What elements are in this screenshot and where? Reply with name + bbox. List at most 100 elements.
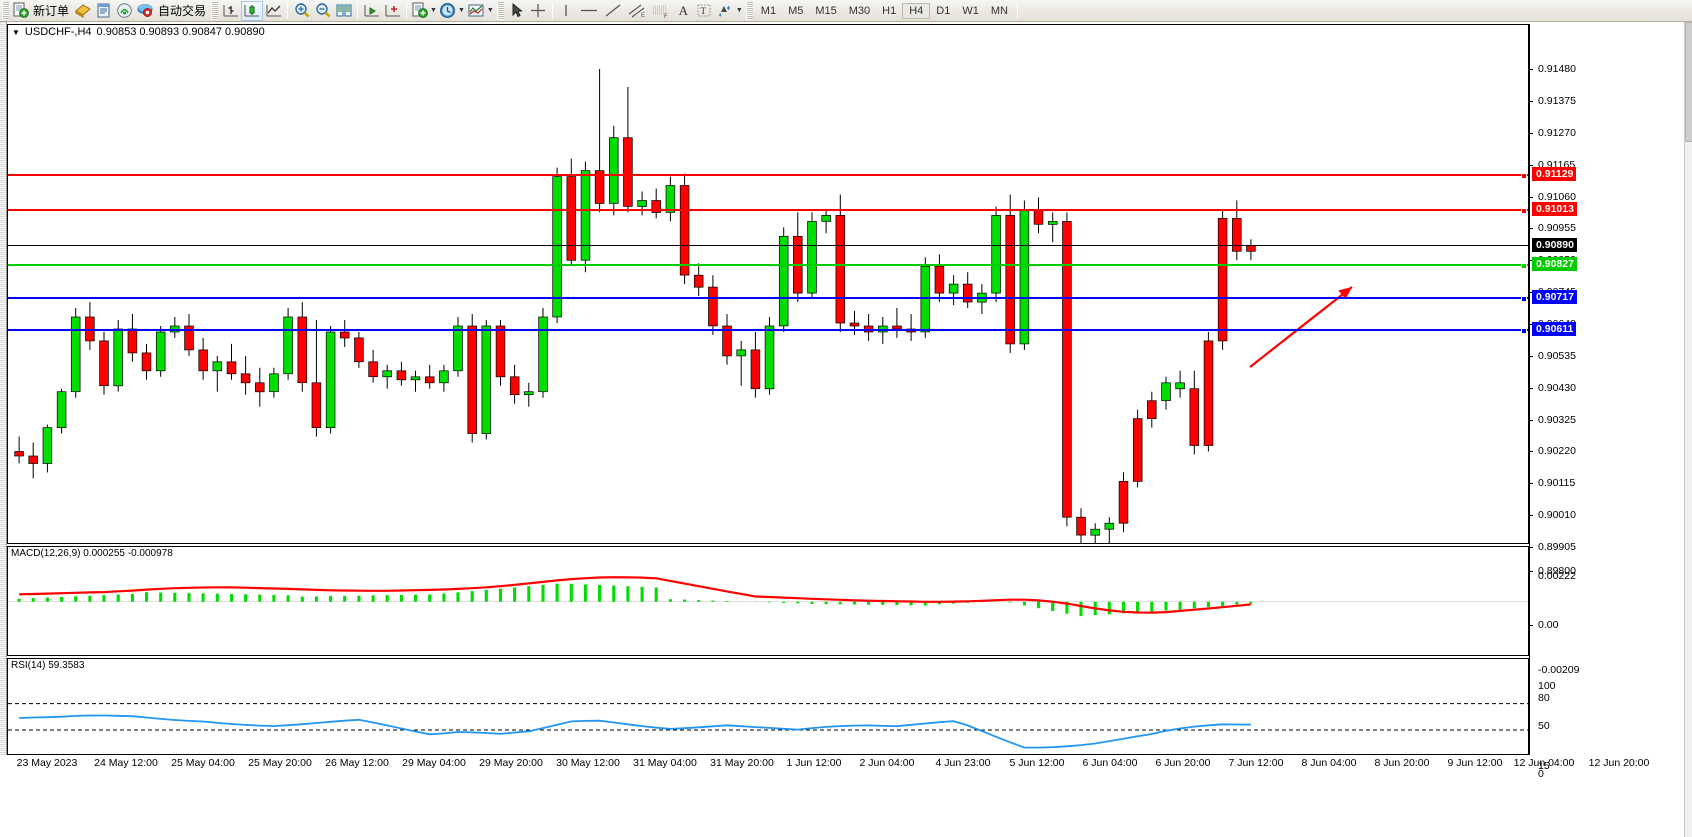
autotrade-button[interactable]: 自动交易 bbox=[135, 1, 209, 21]
timeframe-m30[interactable]: M30 bbox=[848, 4, 871, 17]
data-window-button[interactable] bbox=[93, 1, 114, 21]
timeframe-h1[interactable]: H1 bbox=[882, 4, 897, 17]
rsi-pane[interactable]: RSI(14) 59.3583 bbox=[7, 658, 1529, 755]
vertical-line-button[interactable] bbox=[556, 1, 577, 21]
horizontal-line-button[interactable] bbox=[577, 1, 601, 21]
symbol-info-row: ▼ USDCHF-,H4 0.90853 0.90893 0.90847 0.9… bbox=[12, 26, 265, 38]
price-tag-resistance-1[interactable]: 0.91129 bbox=[1532, 166, 1577, 181]
time-label: 2 Jun 04:00 bbox=[859, 757, 915, 769]
indicators-button[interactable]: ▼ bbox=[410, 1, 438, 21]
time-label: 12 Jun 20:00 bbox=[1588, 757, 1650, 769]
periods-button[interactable]: ▼ bbox=[438, 1, 466, 21]
text-button[interactable]: A bbox=[673, 1, 694, 21]
timeframe-h4[interactable]: H4 bbox=[902, 2, 931, 19]
signals-icon bbox=[117, 3, 132, 18]
rsi-axis[interactable]: 100 80 50 15 0 bbox=[1530, 658, 1692, 780]
price-tag-current-bid[interactable]: 0.90890 bbox=[1532, 238, 1577, 253]
scrollbar-thumb[interactable] bbox=[1685, 22, 1692, 142]
trend-arrow-annotation bbox=[1249, 286, 1353, 368]
bar-chart-button[interactable] bbox=[220, 1, 241, 21]
macd-axis[interactable]: 0.00222 0.00 -0.00209 bbox=[1530, 546, 1692, 676]
time-label: 9 Jun 12:00 bbox=[1447, 757, 1503, 769]
timeframe-m5[interactable]: M5 bbox=[788, 4, 804, 17]
new-order-button[interactable]: 新订单 bbox=[11, 1, 72, 21]
candle-chart-button[interactable] bbox=[241, 0, 264, 21]
price-tag-resistance-2[interactable]: 0.91013 bbox=[1532, 201, 1577, 216]
periods-icon bbox=[439, 2, 455, 19]
indicators-caret-icon[interactable]: ▼ bbox=[430, 7, 437, 14]
time-axis[interactable]: 23 May 2023 24 May 12:00 25 May 04:00 25 Ma… bbox=[7, 757, 1650, 777]
axis-divider bbox=[1529, 24, 1530, 755]
level-handle[interactable] bbox=[1521, 327, 1527, 334]
toolbar-grip-2[interactable] bbox=[211, 1, 219, 20]
toolbar-separator-3 bbox=[406, 2, 408, 19]
timeframe-mn[interactable]: MN bbox=[990, 4, 1008, 17]
toolbar-grip-4[interactable] bbox=[745, 1, 753, 20]
new-order-icon bbox=[13, 2, 29, 18]
timeframe-m1[interactable]: M1 bbox=[760, 4, 777, 17]
symbol-caret-icon[interactable]: ▼ bbox=[12, 27, 20, 37]
symbol-ohlc: 0.90853 0.90893 0.90847 0.90890 bbox=[96, 26, 265, 38]
price-tag-support-2[interactable]: 0.90611 bbox=[1532, 321, 1577, 336]
time-label: 30 May 12:00 bbox=[556, 757, 620, 769]
templates-icon bbox=[468, 4, 484, 17]
time-label: 4 Jun 23:00 bbox=[935, 757, 991, 769]
data-window-icon bbox=[97, 3, 110, 18]
chart-shift-button[interactable] bbox=[361, 1, 382, 21]
chart-autoscroll-button[interactable] bbox=[382, 1, 403, 21]
level-line-current-bid[interactable] bbox=[8, 245, 1528, 247]
toolbar-grip-3[interactable] bbox=[496, 1, 504, 20]
indicators-icon bbox=[412, 2, 428, 18]
objects-caret-icon[interactable]: ▼ bbox=[735, 7, 743, 14]
zoom-in-button[interactable] bbox=[291, 1, 312, 21]
price-tick: 0.90955 bbox=[1530, 222, 1576, 234]
level-handle[interactable] bbox=[1521, 295, 1527, 302]
level-handle[interactable] bbox=[1521, 207, 1527, 214]
time-label: 8 Jun 20:00 bbox=[1374, 757, 1430, 769]
templates-caret-icon[interactable]: ▼ bbox=[486, 7, 494, 14]
periods-caret-icon[interactable]: ▼ bbox=[457, 7, 465, 14]
text-label-button[interactable]: T bbox=[694, 1, 715, 21]
fibonacci-button[interactable]: F bbox=[649, 1, 673, 21]
trendline-icon bbox=[605, 4, 621, 17]
time-label: 6 Jun 20:00 bbox=[1155, 757, 1211, 769]
zoom-out-button[interactable] bbox=[312, 1, 333, 21]
level-line-support-2[interactable] bbox=[8, 327, 1528, 334]
level-handle[interactable] bbox=[1521, 172, 1527, 179]
level-line-support-1[interactable] bbox=[8, 295, 1528, 302]
tile-windows-button[interactable] bbox=[333, 1, 354, 21]
price-tag-support-1[interactable]: 0.90717 bbox=[1532, 289, 1577, 304]
price-pane[interactable]: ▼ USDCHF-,H4 0.90853 0.90893 0.90847 0.9… bbox=[7, 24, 1529, 544]
autotrade-label: 自动交易 bbox=[158, 4, 207, 18]
level-handle[interactable] bbox=[1521, 263, 1527, 270]
expert-advisor-button[interactable] bbox=[72, 1, 93, 21]
objects-button[interactable]: ▼ bbox=[715, 1, 744, 21]
tile-windows-icon bbox=[336, 4, 352, 17]
level-line-resistance-1[interactable] bbox=[8, 172, 1528, 179]
chart-area[interactable]: ▼ ▼ USDCHF-,H4 0.90853 0.90893 0.90847 0… bbox=[0, 22, 1692, 837]
fibonacci-icon: F bbox=[652, 5, 668, 19]
cursor-button[interactable] bbox=[506, 1, 527, 21]
price-tag-green-level[interactable]: 0.90827 bbox=[1532, 257, 1577, 272]
timeframe-w1[interactable]: W1 bbox=[962, 4, 979, 17]
price-tick: 0.90430 bbox=[1530, 382, 1576, 394]
toolbar-grip-1[interactable] bbox=[2, 1, 9, 20]
crosshair-button[interactable] bbox=[527, 1, 549, 21]
level-line-resistance-2[interactable] bbox=[8, 207, 1528, 214]
price-axis[interactable]: 0.91480 0.91375 0.91270 0.91165 0.91060 0.909… bbox=[1530, 24, 1692, 577]
price-tick: 0.89800 bbox=[1530, 565, 1576, 577]
macd-pane[interactable]: MACD(12,26,9) 0.000255 -0.000978 bbox=[7, 546, 1529, 656]
level-line-green-level[interactable] bbox=[8, 263, 1528, 270]
equidistant-channel-button[interactable]: E bbox=[625, 1, 649, 21]
signals-button[interactable] bbox=[114, 1, 135, 21]
rsi-tick: 15 bbox=[1538, 760, 1550, 772]
timeframe-m15[interactable]: M15 bbox=[815, 4, 837, 17]
timeframe-d1[interactable]: D1 bbox=[936, 4, 951, 17]
time-label: 25 May 20:00 bbox=[248, 757, 312, 769]
chart-left-grip[interactable] bbox=[0, 22, 7, 755]
templates-button[interactable]: ▼ bbox=[466, 1, 495, 21]
line-chart-button[interactable] bbox=[263, 1, 284, 21]
candle-chart-icon bbox=[244, 5, 260, 17]
trendline-button[interactable] bbox=[601, 1, 625, 21]
vertical-scrollbar[interactable] bbox=[1684, 22, 1692, 837]
